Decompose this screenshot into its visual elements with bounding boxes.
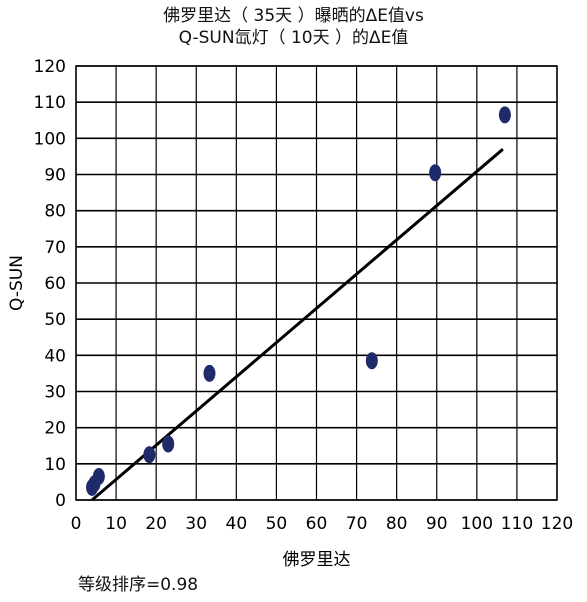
- y-tick-label: 100: [34, 129, 66, 149]
- x-tick-label: 20: [145, 514, 167, 534]
- y-axis-label: Q-SUN: [7, 255, 27, 311]
- chart-title-line-1: 佛罗里达（ 35天 ）曝晒的ΔE值vs: [163, 6, 424, 26]
- y-tick-label: 60: [44, 274, 66, 294]
- x-tick-label: 90: [426, 514, 448, 534]
- x-tick-label: 110: [501, 514, 533, 534]
- y-tick-label: 90: [44, 166, 66, 186]
- x-axis-label: 佛罗里达: [283, 550, 351, 570]
- data-point: [365, 352, 378, 370]
- y-tick-label: 30: [44, 383, 66, 403]
- x-tick-label: 100: [461, 514, 493, 534]
- y-tick-label: 0: [55, 491, 66, 511]
- data-points: [86, 106, 511, 496]
- plot-frame: [75, 65, 558, 501]
- trend-line: [91, 148, 504, 502]
- y-tick-labels: 0 10 20 30 40 50 60 70 80 90 100 110 120: [34, 57, 66, 511]
- x-tick-label: 50: [266, 514, 288, 534]
- y-tick-label: 110: [34, 93, 66, 113]
- y-tick-label: 120: [34, 57, 66, 77]
- y-tick-label: 10: [44, 455, 66, 475]
- x-tick-label: 10: [105, 514, 127, 534]
- data-point: [498, 106, 511, 124]
- y-tick-label: 80: [44, 202, 66, 222]
- chart-title-line-2: Q-SUN氙灯（ 10天 ）的ΔE值: [178, 28, 409, 48]
- y-tick-label: 20: [44, 419, 66, 439]
- grid: [75, 65, 558, 501]
- data-point: [203, 364, 216, 382]
- x-tick-label: 70: [346, 514, 368, 534]
- x-tick-label: 30: [185, 514, 207, 534]
- y-tick-label: 40: [44, 346, 66, 366]
- data-point: [143, 446, 156, 464]
- x-tick-label: 80: [386, 514, 408, 534]
- x-tick-label: 120: [541, 514, 573, 534]
- x-tick-labels: 0 10 20 30 40 50 60 70 80 90 100 110 120: [71, 514, 574, 534]
- y-tick-label: 50: [44, 310, 66, 330]
- x-tick-label: 0: [71, 514, 82, 534]
- y-tick-label: 70: [44, 238, 66, 258]
- x-tick-label: 40: [226, 514, 248, 534]
- x-tick-label: 60: [306, 514, 328, 534]
- data-point: [162, 435, 175, 453]
- rank-correlation-note: 等级排序=0.98: [78, 575, 199, 595]
- data-point: [429, 164, 442, 182]
- data-point: [92, 467, 105, 485]
